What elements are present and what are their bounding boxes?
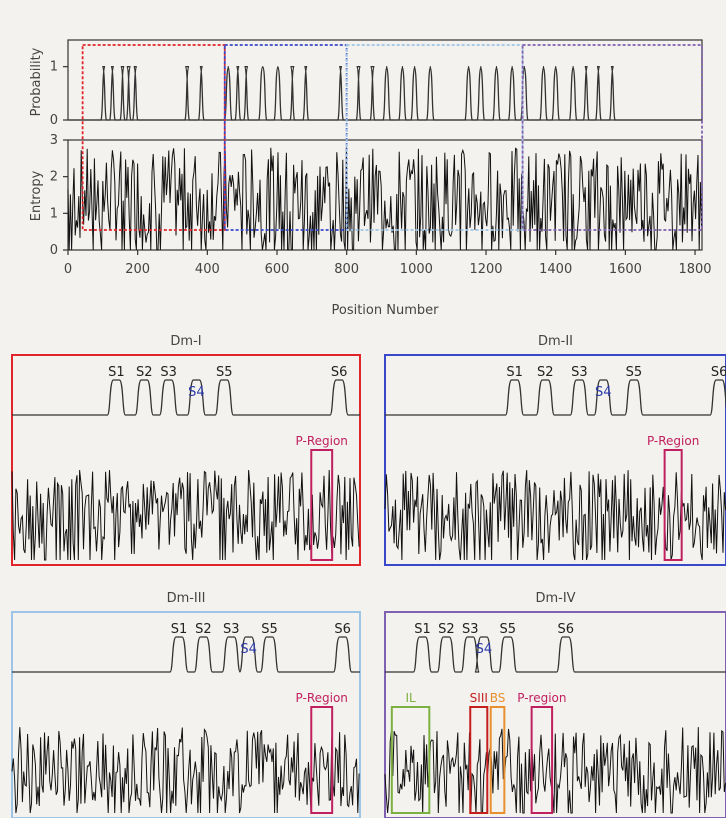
domain-panel-frame: [11, 611, 361, 818]
segment-label: S1: [506, 365, 523, 380]
xtick-label: 400: [195, 262, 220, 277]
probability-ylabel: Probability: [29, 47, 44, 116]
ent-ytick-label: 0: [50, 243, 58, 258]
segment-label: S3: [462, 622, 479, 637]
segment-label: S2: [195, 622, 212, 637]
xtick-label: 1000: [400, 262, 433, 277]
domain-probability-line: [12, 636, 360, 673]
segment-label: S5: [626, 365, 643, 380]
ent-ytick-label: 3: [50, 133, 58, 148]
entropy-line: [67, 147, 703, 251]
probability-line: [68, 66, 702, 121]
overview-xlabel: Position Number: [332, 303, 440, 318]
domain-panel-title: Dm-IV: [535, 591, 575, 606]
domain-entropy-line: [11, 727, 360, 814]
domain-panel-frame: [384, 354, 726, 566]
annotation-label: SIII: [470, 691, 488, 705]
entropy-ylabel: Entropy: [29, 170, 44, 221]
annotation-box: [310, 706, 334, 814]
domain-panel: Dm-IV S1 S2 S3 S4 S5 S6 IL SIII BS P-region: [384, 591, 726, 818]
domain-box: [521, 44, 703, 231]
xtick-label: 1600: [609, 262, 642, 277]
domain-probability-line: [385, 379, 726, 416]
segment-label: S1: [108, 365, 125, 380]
segment-label: S6: [557, 622, 574, 637]
xtick-label: 200: [125, 262, 150, 277]
domain-probability-line: [12, 379, 360, 416]
segment-label: S3: [223, 622, 240, 637]
xtick-label: 1800: [678, 262, 711, 277]
domain-entropy-line: [384, 727, 726, 814]
domain-panel-frame: [11, 354, 361, 566]
domain-box: [345, 44, 524, 231]
segment-label: S4: [595, 385, 612, 400]
domain-panel-title: Dm-II: [538, 334, 573, 349]
overview-entropy-panel: Entropy 0 1 2 3: [29, 133, 703, 258]
annotation-box: [489, 706, 506, 814]
segment-label: S5: [216, 365, 233, 380]
xtick-label: 1400: [539, 262, 572, 277]
segment-label: S2: [537, 365, 554, 380]
segment-label: S2: [438, 622, 455, 637]
xtick-label: 800: [334, 262, 359, 277]
domain-panel: Dm-II S1 S2 S3 S4 S5 S6 P-Region: [384, 334, 726, 566]
segment-label: S3: [571, 365, 588, 380]
domain-entropy-line: [11, 469, 360, 561]
segment-label: S2: [136, 365, 153, 380]
domain-panel-frame: [384, 611, 726, 818]
annotation-label: P-region: [517, 691, 566, 705]
annotation-label: BS: [490, 691, 506, 705]
segment-label: S3: [160, 365, 177, 380]
annotation-box: [469, 706, 489, 814]
domain-panel-title: Dm-III: [167, 591, 206, 606]
segment-label: S6: [331, 365, 348, 380]
annotation-label: P-Region: [647, 434, 699, 448]
segment-label: S4: [476, 642, 493, 657]
domain-box: [223, 44, 348, 231]
annotation-label: P-Region: [296, 691, 348, 705]
ent-ytick-label: 1: [50, 206, 58, 221]
segment-label: S4: [240, 642, 257, 657]
overview-probability-panel: Probability 0 1: [29, 39, 703, 128]
annotation-box: [390, 706, 431, 814]
domain-box: [81, 44, 226, 231]
segment-label: S1: [414, 622, 431, 637]
domain-panel: Dm-I S1 S2 S3 S4 S5 S6 P-Region: [11, 334, 361, 566]
xtick-label: 0: [64, 262, 72, 277]
segment-label: S5: [261, 622, 278, 637]
annotation-label: P-Region: [296, 434, 348, 448]
probability-axes-frame: [67, 39, 703, 121]
segment-label: S1: [171, 622, 188, 637]
prob-ytick-label: 1: [50, 60, 58, 75]
prob-ytick-label: 0: [50, 113, 58, 128]
xtick-label: 600: [265, 262, 290, 277]
segment-label: S6: [711, 365, 726, 380]
domain-probability-line: [385, 636, 726, 673]
annotation-box: [663, 449, 683, 561]
segment-label: S6: [334, 622, 351, 637]
domain-panel-title: Dm-I: [170, 334, 201, 349]
annotation-box: [530, 706, 554, 814]
domain-entropy-line: [384, 470, 726, 561]
xtick-label: 1200: [469, 262, 502, 277]
annotation-box: [310, 449, 334, 561]
segment-label: S4: [188, 385, 205, 400]
segment-label: S5: [499, 622, 516, 637]
ent-ytick-label: 2: [50, 170, 58, 185]
annotation-label: IL: [405, 691, 416, 705]
